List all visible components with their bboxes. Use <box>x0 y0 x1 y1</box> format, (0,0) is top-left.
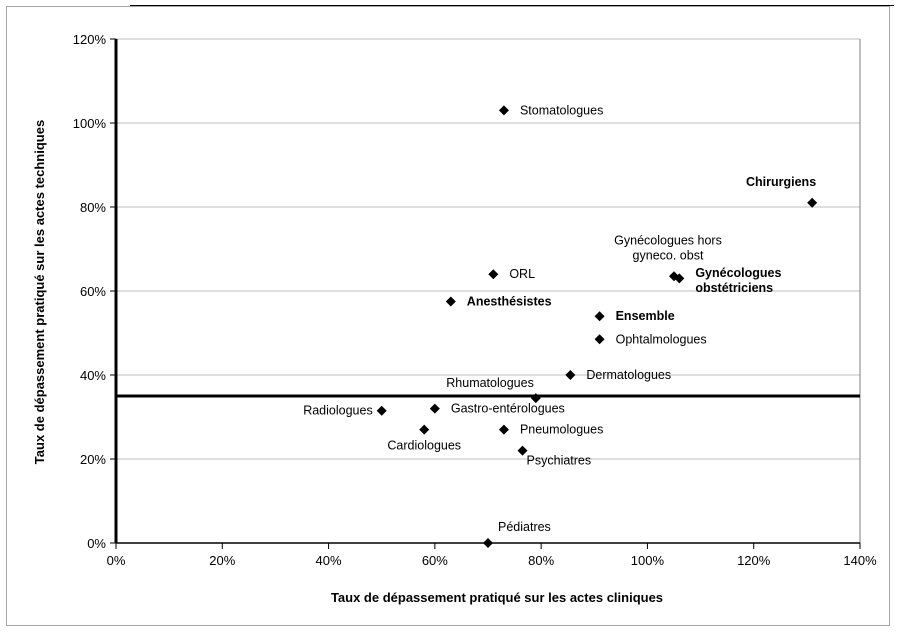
x-tick-label: 20% <box>209 553 235 568</box>
x-tick-label: 0% <box>107 553 126 568</box>
data-label: Psychiatres <box>527 454 592 468</box>
data-point <box>483 538 493 548</box>
data-points <box>376 105 818 548</box>
data-point <box>594 334 605 345</box>
data-point <box>807 197 818 208</box>
data-point <box>498 424 509 435</box>
data-point <box>565 370 576 380</box>
y-tick-label: 60% <box>80 284 106 299</box>
y-tick-label: 0% <box>87 536 106 551</box>
y-tick-label: 80% <box>80 200 106 215</box>
y-tick-label: 40% <box>80 368 106 383</box>
x-tick-label: 100% <box>631 553 665 568</box>
data-label: Anesthésistes <box>467 295 552 309</box>
data-point <box>429 403 440 414</box>
data-label: Pneumologues <box>520 423 603 437</box>
chart-frame <box>6 6 890 626</box>
y-tick-label: 20% <box>80 452 106 467</box>
data-label: Stomatologues <box>520 103 603 117</box>
data-label: Gastro-entérologues <box>451 402 565 416</box>
data-point <box>594 311 605 322</box>
data-label: Gynécologues hors gyneco. obst <box>614 233 722 262</box>
data-point <box>445 296 456 307</box>
data-label: Ophtalmologues <box>616 332 707 346</box>
gridlines <box>116 38 860 460</box>
y-tick-label: 120% <box>73 32 107 47</box>
x-axis-title: Taux de dépassement pratiqué sur les act… <box>331 590 663 605</box>
data-label: Ensemble <box>616 309 675 323</box>
x-tick-label: 80% <box>528 553 554 568</box>
y-tick-label: 100% <box>73 116 107 131</box>
data-point <box>674 273 685 284</box>
x-tick-label: 140% <box>843 553 877 568</box>
top-border-line <box>130 5 894 6</box>
y-axis-title: Taux de dépassement pratiqué sur les act… <box>32 120 47 464</box>
data-point <box>517 445 528 456</box>
x-tick-label: 40% <box>316 553 342 568</box>
data-label: Radiologues <box>303 404 373 418</box>
data-point <box>498 105 509 116</box>
data-labels: Stomatologues Chirurgiens Gynécologues hor… <box>303 103 816 534</box>
data-label: ORL <box>509 267 535 281</box>
data-point <box>530 393 541 404</box>
data-label: Cardiologues <box>387 439 461 453</box>
x-axis-ticks: 0% 20% 40% 60% 80% 100% 120% 140% <box>107 543 877 568</box>
x-tick-label: 120% <box>737 553 771 568</box>
data-label: Dermatologues <box>586 368 671 382</box>
data-label: Rhumatologues <box>446 376 534 390</box>
data-point <box>419 424 430 435</box>
data-point <box>488 269 499 280</box>
x-tick-label: 60% <box>422 553 448 568</box>
y-axis-ticks: 0% 20% 40% 60% 80% 100% 120% <box>73 32 116 551</box>
data-point <box>376 405 387 416</box>
data-label: Chirurgiens <box>746 175 816 189</box>
data-label: Gynécologues obstétriciens <box>695 266 781 295</box>
data-label: Pédiatres <box>498 520 551 534</box>
